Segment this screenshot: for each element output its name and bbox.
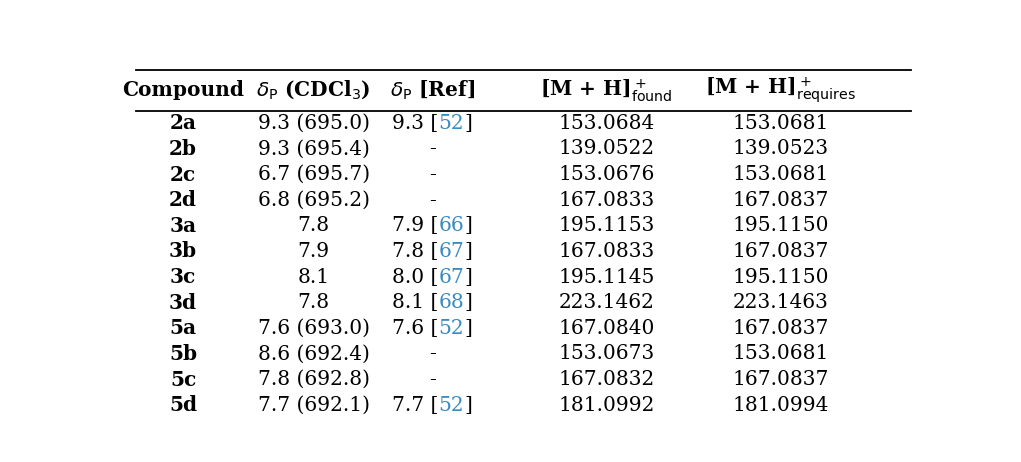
Text: 153.0673: 153.0673 [558, 344, 654, 364]
Text: 2d: 2d [169, 190, 197, 210]
Text: 9.3 (695.0): 9.3 (695.0) [257, 114, 370, 133]
Text: ]: ] [465, 267, 473, 286]
Text: 7.8: 7.8 [297, 216, 330, 235]
Text: 167.0837: 167.0837 [732, 370, 829, 389]
Text: 7.8 [67]: 7.8 [67] [392, 242, 473, 261]
Text: 195.1150: 195.1150 [732, 216, 829, 235]
Text: 139.0523: 139.0523 [732, 140, 828, 158]
Text: 9.3 (695.4): 9.3 (695.4) [257, 140, 370, 158]
Text: 8.1 [: 8.1 [ [392, 293, 439, 312]
Text: 8.1: 8.1 [297, 267, 330, 286]
Text: -: - [429, 191, 436, 210]
Text: Compound: Compound [123, 80, 244, 100]
Text: 52: 52 [439, 395, 465, 414]
Text: 139.0522: 139.0522 [558, 140, 654, 158]
Text: 2b: 2b [169, 139, 197, 159]
Text: 7.7 [52]: 7.7 [52] [392, 395, 472, 414]
Text: [M + H]$^+_{\mathrm{requires}}$: [M + H]$^+_{\mathrm{requires}}$ [704, 75, 856, 105]
Text: 7.9: 7.9 [297, 242, 330, 261]
Text: 52: 52 [439, 319, 465, 338]
Text: 223.1463: 223.1463 [732, 293, 828, 312]
Text: 8.1 [68]: 8.1 [68] [392, 293, 473, 312]
Text: 181.0994: 181.0994 [732, 395, 829, 414]
Text: -: - [429, 140, 436, 158]
Text: -: - [429, 344, 436, 364]
Text: 7.6 [: 7.6 [ [392, 319, 439, 338]
Text: 3d: 3d [168, 293, 197, 313]
Text: 223.1462: 223.1462 [558, 293, 654, 312]
Text: 167.0840: 167.0840 [558, 319, 654, 338]
Text: 7.8 (692.8): 7.8 (692.8) [257, 370, 370, 389]
Text: 68: 68 [439, 293, 465, 312]
Text: 167.0833: 167.0833 [558, 242, 654, 261]
Text: 153.0676: 153.0676 [558, 165, 654, 184]
Text: 5d: 5d [168, 395, 197, 415]
Text: 7.9 [66]: 7.9 [66] [392, 216, 473, 235]
Text: 2c: 2c [169, 164, 196, 185]
Text: 3a: 3a [169, 216, 197, 236]
Text: 7.7 [: 7.7 [ [392, 395, 439, 414]
Text: 153.0681: 153.0681 [732, 114, 829, 133]
Text: 9.3 [52]: 9.3 [52] [392, 114, 472, 133]
Text: ]: ] [465, 216, 473, 235]
Text: 195.1153: 195.1153 [558, 216, 654, 235]
Text: ]: ] [465, 395, 472, 414]
Text: ]: ] [465, 319, 472, 338]
Text: 3c: 3c [169, 267, 196, 287]
Text: ]: ] [465, 293, 473, 312]
Text: 67: 67 [439, 267, 465, 286]
Text: 153.0681: 153.0681 [732, 344, 829, 364]
Text: 7.6 (693.0): 7.6 (693.0) [257, 319, 370, 338]
Text: $\delta_\mathrm{P}$ [Ref]: $\delta_\mathrm{P}$ [Ref] [390, 79, 475, 102]
Text: 2a: 2a [169, 113, 196, 134]
Text: 8.0 [: 8.0 [ [392, 267, 439, 286]
Text: 67: 67 [439, 242, 465, 261]
Text: 181.0992: 181.0992 [558, 395, 654, 414]
Text: ]: ] [465, 114, 472, 133]
Text: 167.0837: 167.0837 [732, 191, 829, 210]
Text: 5b: 5b [168, 344, 197, 364]
Text: 153.0681: 153.0681 [732, 165, 829, 184]
Text: 7.8 [: 7.8 [ [392, 242, 439, 261]
Text: 6.7 (695.7): 6.7 (695.7) [257, 165, 370, 184]
Text: 153.0684: 153.0684 [558, 114, 654, 133]
Text: -: - [429, 165, 436, 184]
Text: 195.1145: 195.1145 [558, 267, 654, 286]
Text: 167.0837: 167.0837 [732, 319, 829, 338]
Text: 7.7 (692.1): 7.7 (692.1) [257, 395, 370, 414]
Text: 5a: 5a [169, 318, 197, 338]
Text: $\delta_\mathrm{P}$ (CDCl$_3$): $\delta_\mathrm{P}$ (CDCl$_3$) [256, 79, 371, 102]
Text: 8.0 [67]: 8.0 [67] [392, 267, 473, 286]
Text: 5c: 5c [169, 370, 196, 389]
Text: 66: 66 [439, 216, 465, 235]
Text: ]: ] [465, 242, 473, 261]
Text: 7.6 [52]: 7.6 [52] [392, 319, 472, 338]
Text: 6.8 (695.2): 6.8 (695.2) [257, 191, 370, 210]
Text: 9.3 [: 9.3 [ [392, 114, 439, 133]
Text: 167.0832: 167.0832 [558, 370, 654, 389]
Text: 167.0837: 167.0837 [732, 242, 829, 261]
Text: -: - [429, 370, 436, 389]
Text: 7.8: 7.8 [297, 293, 330, 312]
Text: [M + H]$^+_{\mathrm{found}}$: [M + H]$^+_{\mathrm{found}}$ [540, 77, 673, 103]
Text: 8.6 (692.4): 8.6 (692.4) [257, 344, 370, 364]
Text: 195.1150: 195.1150 [732, 267, 829, 286]
Text: 167.0833: 167.0833 [558, 191, 654, 210]
Text: 3b: 3b [168, 242, 197, 261]
Text: 7.9 [: 7.9 [ [392, 216, 439, 235]
Text: 52: 52 [439, 114, 465, 133]
